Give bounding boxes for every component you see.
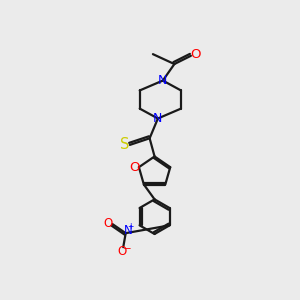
Text: N: N	[124, 224, 132, 237]
Text: −: −	[122, 244, 131, 254]
Text: O: O	[118, 245, 127, 258]
Text: N: N	[153, 112, 163, 125]
Text: +: +	[128, 222, 134, 231]
Text: N: N	[158, 74, 167, 87]
Text: O: O	[103, 217, 112, 230]
Text: O: O	[129, 161, 140, 174]
Text: S: S	[120, 136, 130, 152]
Text: O: O	[190, 49, 201, 62]
